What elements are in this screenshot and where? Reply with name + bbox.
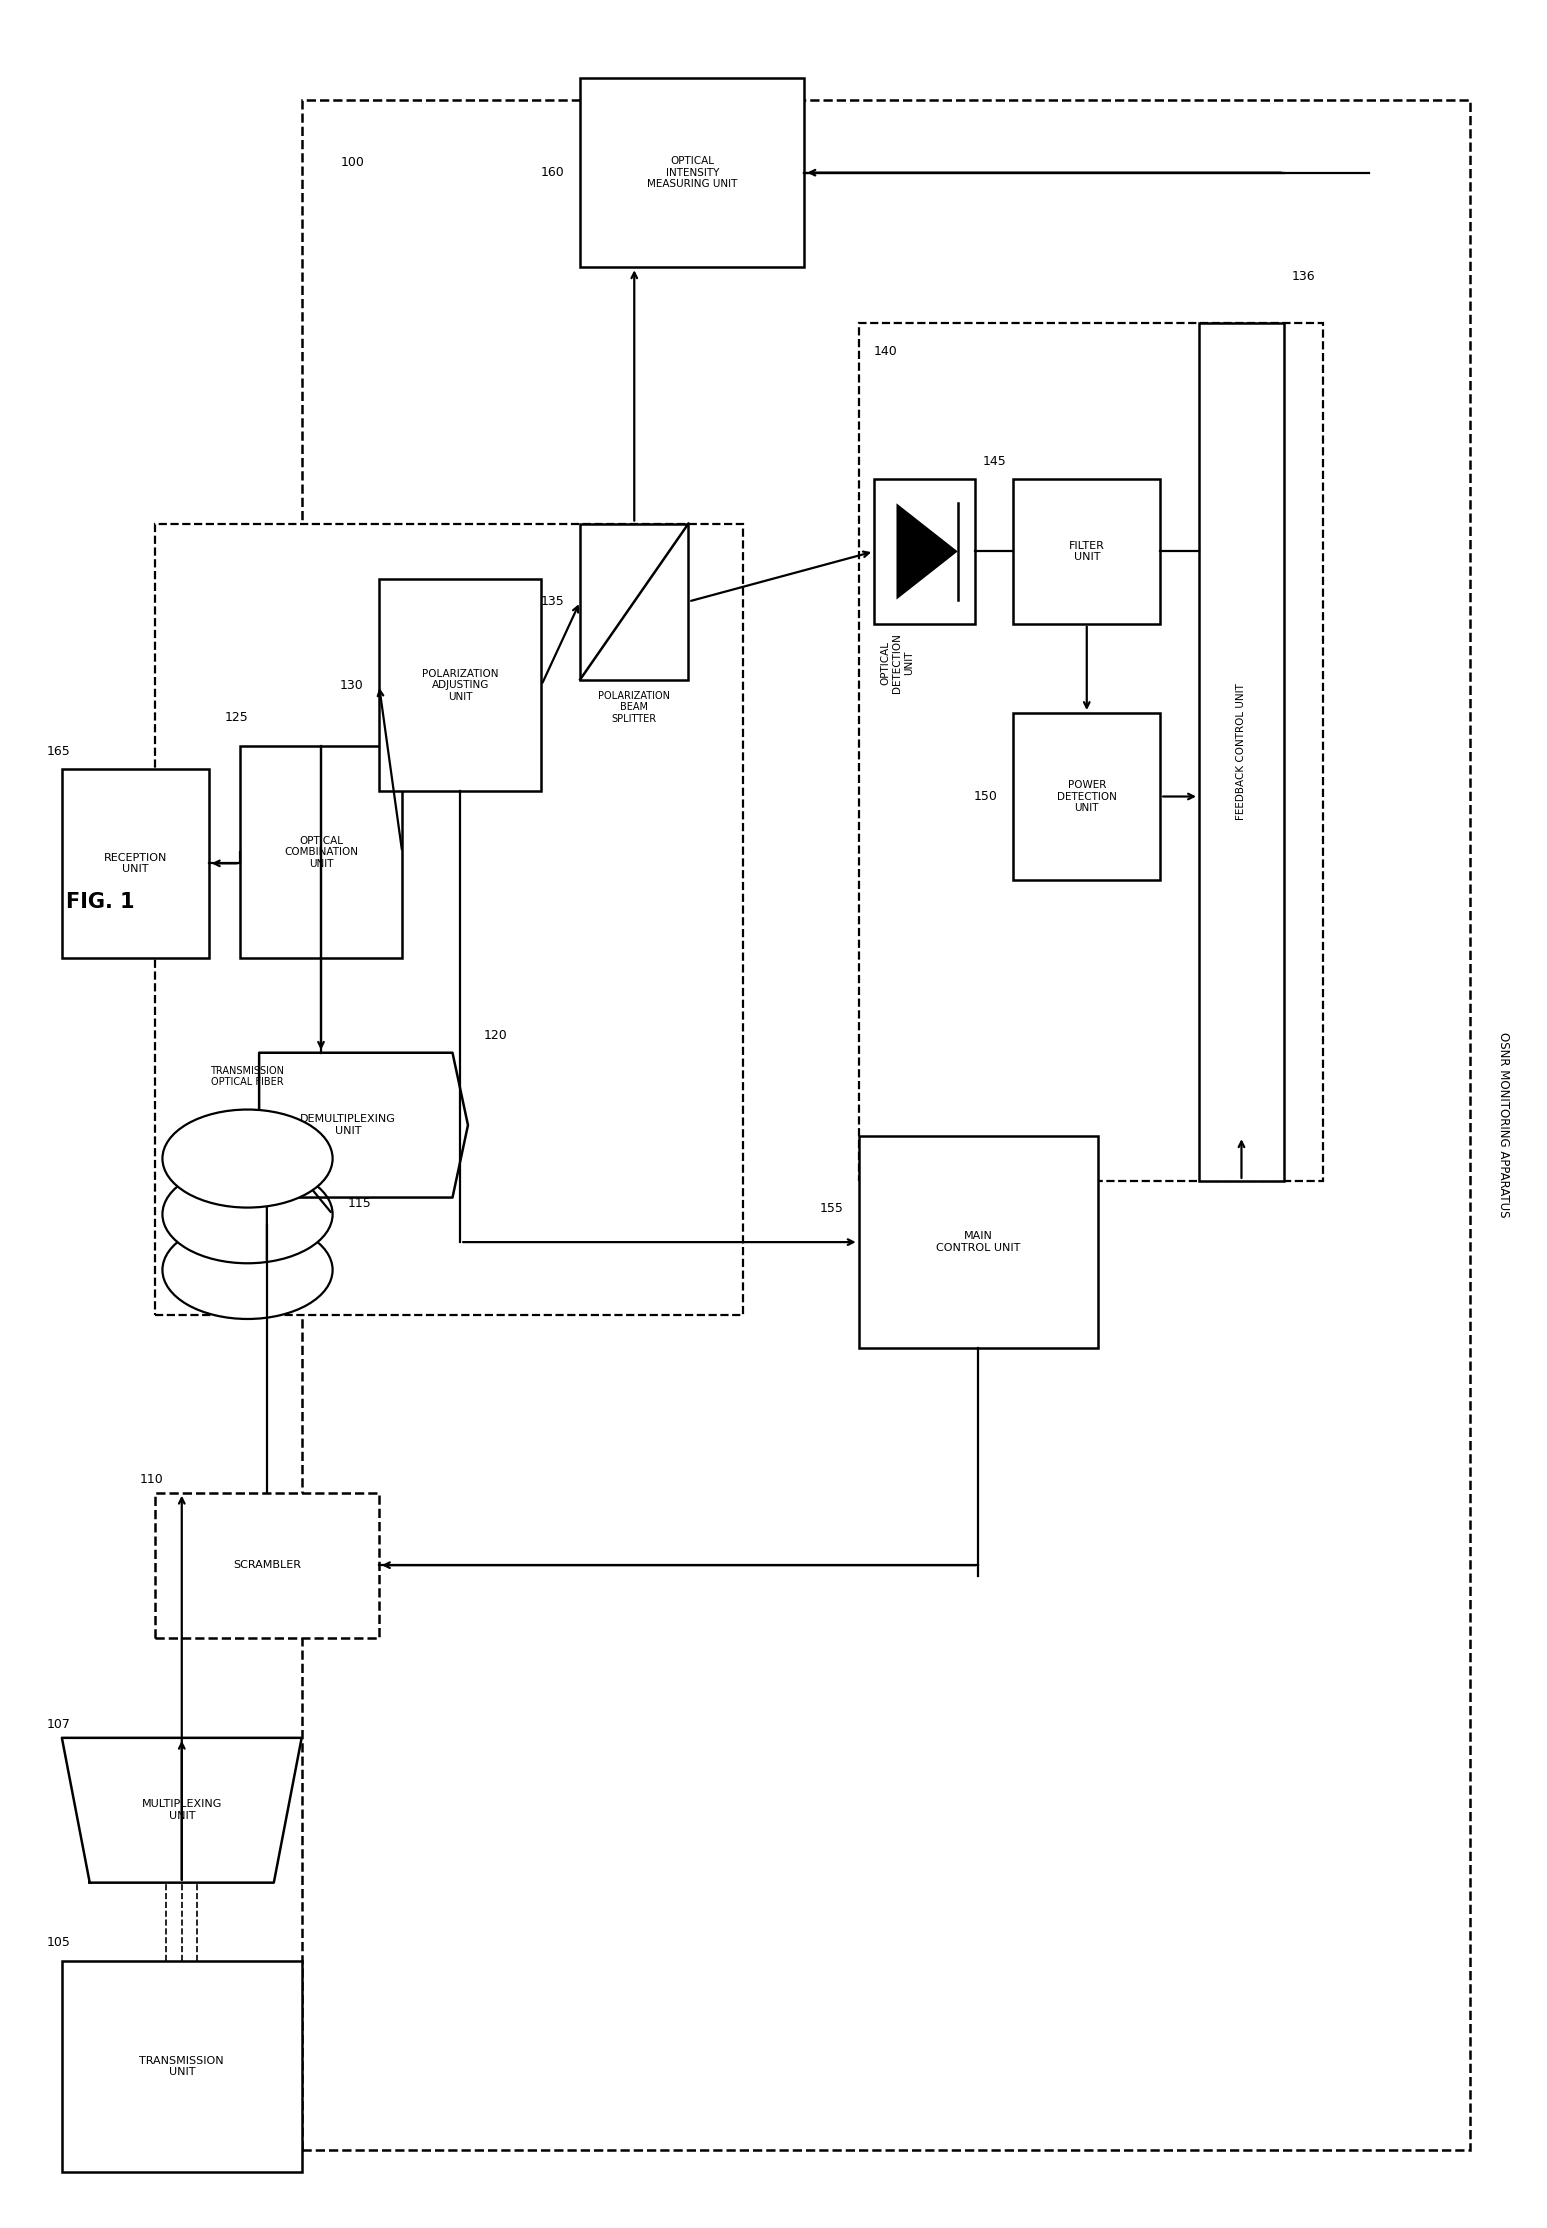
Text: 110: 110 (139, 1473, 162, 1486)
Text: DEMULTIPLEXING
UNIT: DEMULTIPLEXING UNIT (300, 1114, 396, 1136)
Polygon shape (258, 1054, 467, 1199)
Text: POLARIZATION
ADJUSTING
UNIT: POLARIZATION ADJUSTING UNIT (422, 668, 498, 702)
Bar (62, 769, 209, 958)
Text: FEEDBACK CONTROL UNIT: FEEDBACK CONTROL UNIT (1236, 684, 1247, 820)
Bar (379, 579, 541, 791)
Ellipse shape (162, 1221, 333, 1319)
Bar (240, 746, 402, 958)
Bar (580, 78, 804, 267)
Bar (859, 323, 1323, 1181)
Text: OPTICAL
COMBINATION
UNIT: OPTICAL COMBINATION UNIT (285, 836, 357, 869)
Text: RECEPTION
UNIT: RECEPTION UNIT (104, 853, 167, 873)
Bar (62, 1961, 302, 2172)
Text: OPTICAL
INTENSITY
MEASURING UNIT: OPTICAL INTENSITY MEASURING UNIT (647, 156, 738, 189)
Text: 125: 125 (224, 711, 248, 724)
Bar (580, 524, 688, 680)
Ellipse shape (162, 1110, 333, 1208)
Text: 140: 140 (874, 345, 897, 359)
Text: 136: 136 (1292, 270, 1315, 283)
Text: POLARIZATION
BEAM
SPLITTER: POLARIZATION BEAM SPLITTER (599, 691, 670, 724)
Bar (874, 479, 975, 624)
Text: MAIN
CONTROL UNIT: MAIN CONTROL UNIT (936, 1232, 1021, 1252)
Bar (1013, 713, 1160, 880)
Bar (155, 1493, 379, 1638)
Text: 100: 100 (340, 156, 364, 169)
Ellipse shape (162, 1165, 333, 1263)
Text: 155: 155 (820, 1203, 843, 1214)
Text: SCRAMBLER: SCRAMBLER (234, 1560, 300, 1571)
Text: OPTICAL
DETECTION
UNIT: OPTICAL DETECTION UNIT (880, 633, 914, 693)
Text: 145: 145 (982, 455, 1006, 468)
Text: OSNR MONITORING APPARATUS: OSNR MONITORING APPARATUS (1497, 1032, 1510, 1219)
Text: TRANSMISSION
OPTICAL FIBER: TRANSMISSION OPTICAL FIBER (210, 1065, 285, 1087)
Text: 105: 105 (46, 1936, 70, 1950)
Polygon shape (62, 1738, 302, 1883)
Text: POWER
DETECTION
UNIT: POWER DETECTION UNIT (1057, 780, 1117, 813)
Polygon shape (896, 504, 958, 599)
Bar (1199, 323, 1284, 1181)
Text: 165: 165 (46, 744, 70, 758)
Text: 150: 150 (975, 791, 998, 802)
Text: 135: 135 (541, 595, 565, 608)
Bar (155, 524, 743, 1315)
Bar (302, 100, 1470, 2150)
Text: 107: 107 (46, 1718, 70, 1731)
Text: 130: 130 (340, 680, 364, 691)
Text: FILTER
UNIT: FILTER UNIT (1069, 541, 1105, 561)
Text: 115: 115 (348, 1196, 371, 1210)
Text: TRANSMISSION
UNIT: TRANSMISSION UNIT (139, 2056, 224, 2076)
Text: 160: 160 (541, 167, 565, 178)
Bar (1013, 479, 1160, 624)
Text: FIG. 1: FIG. 1 (67, 893, 135, 911)
Text: MULTIPLEXING
UNIT: MULTIPLEXING UNIT (142, 1800, 221, 1820)
Text: 120: 120 (483, 1029, 507, 1043)
Bar (859, 1136, 1098, 1348)
